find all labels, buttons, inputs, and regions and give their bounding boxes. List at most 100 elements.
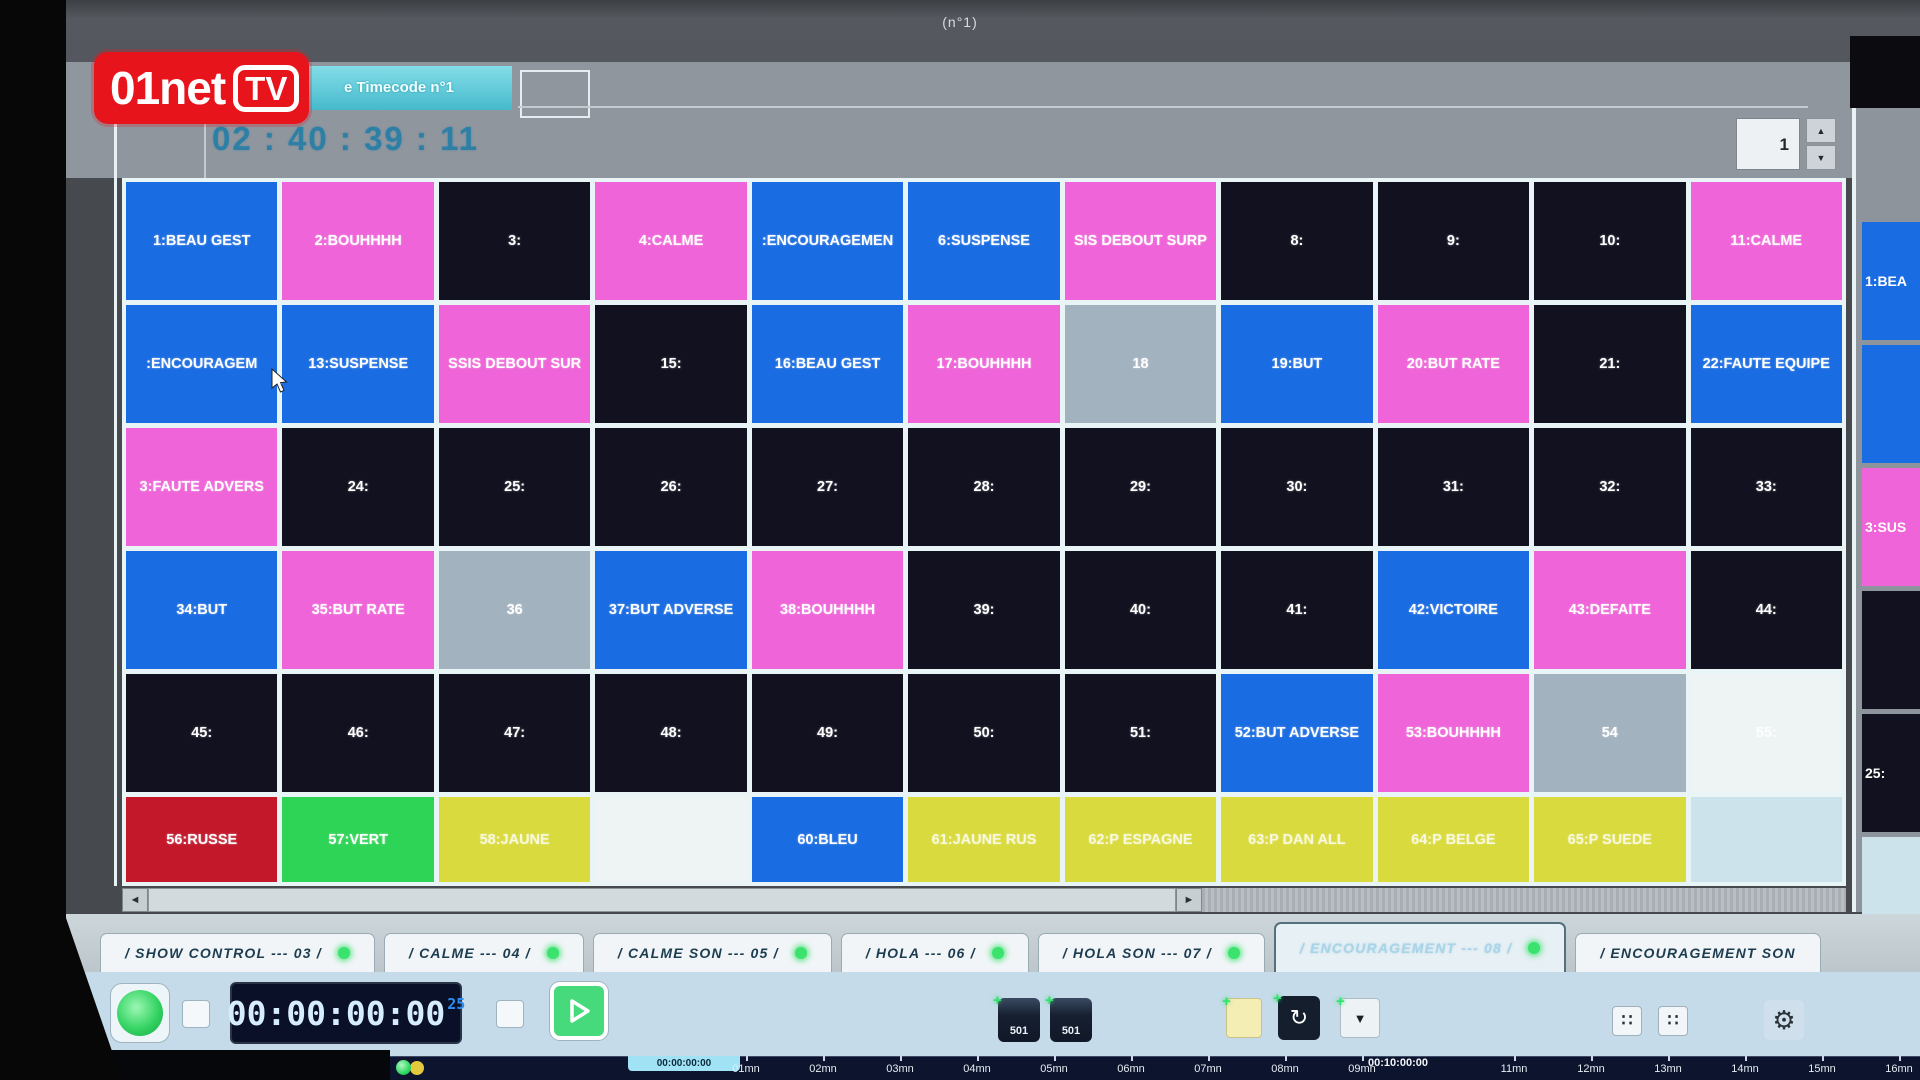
page-number-input[interactable]: 1	[1736, 118, 1800, 170]
grid-cell-r5-c11[interactable]: 55:	[1690, 674, 1842, 792]
grid-cell-r2-c8[interactable]: 19:BUT	[1221, 305, 1373, 423]
grid-cell-r4-c7[interactable]: 40:	[1064, 551, 1217, 669]
grid-cell-r6-c7[interactable]: 62:P ESPAGNE	[1064, 797, 1217, 882]
grid-cell-r2-c5[interactable]: 16:BEAU GEST	[751, 305, 904, 423]
grid-cell-r2-c10[interactable]: 21:	[1534, 305, 1686, 423]
scrollbar-left-button[interactable]: ◄	[122, 888, 148, 912]
grid-cell-r5-c3[interactable]: 47:	[438, 674, 591, 792]
page-tab-2[interactable]: / CALME --- 04 /	[383, 933, 584, 972]
side-panel-cell-5[interactable]: 25:	[1862, 714, 1920, 832]
grid-cell-r5-c8[interactable]: 52:BUT ADVERSE	[1221, 674, 1373, 792]
note-button[interactable]: +	[1222, 993, 1262, 1038]
grid-cell-r6-c9[interactable]: 64:P BELGE	[1377, 797, 1530, 882]
grid-cell-r1-c8[interactable]: 8:	[1221, 182, 1373, 300]
grid-cell-r5-c1[interactable]: 45:	[126, 674, 278, 792]
page-tab-7[interactable]: / ENCOURAGEMENT SON	[1575, 933, 1821, 972]
grid-cell-r2-c1[interactable]: :ENCOURAGEM	[126, 305, 278, 423]
grid-cell-r1-c9[interactable]: 9:	[1377, 182, 1530, 300]
grid-cell-r4-c10[interactable]: 43:DEFAITE	[1534, 551, 1686, 669]
side-panel-cell-4[interactable]	[1862, 591, 1920, 709]
page-tab-5[interactable]: / HOLA SON --- 07 /	[1037, 933, 1265, 972]
timeline-position-marker[interactable]: 00:00:00:00	[628, 1056, 740, 1071]
grid-cell-r6-c4[interactable]	[595, 797, 747, 882]
grid-cell-r4-c11[interactable]: 44:	[1690, 551, 1842, 669]
transport-checkbox-left[interactable]	[182, 1000, 210, 1028]
grid-cell-r4-c8[interactable]: 41:	[1221, 551, 1373, 669]
grid-cell-r6-c1[interactable]: 56:RUSSE	[126, 797, 278, 882]
side-panel-cell-1[interactable]: 1:BEA	[1862, 222, 1920, 340]
pad-layout-button-1[interactable]: ∷	[1612, 1006, 1642, 1036]
grid-cell-r4-c9[interactable]: 42:VICTOIRE	[1377, 551, 1530, 669]
grid-cell-r6-c6[interactable]: 61:JAUNE RUS	[908, 797, 1060, 882]
grid-cell-r5-c5[interactable]: 49:	[751, 674, 904, 792]
page-tab-6[interactable]: / ENCOURAGEMENT --- 08 /	[1273, 922, 1567, 972]
grid-cell-r3-c6[interactable]: 28:	[908, 428, 1060, 546]
grid-cell-r5-c6[interactable]: 50:	[908, 674, 1060, 792]
grid-cell-r4-c1[interactable]: 34:BUT	[126, 551, 278, 669]
grid-cell-r3-c8[interactable]: 30:	[1221, 428, 1373, 546]
grid-cell-r1-c4[interactable]: 4:CALME	[595, 182, 747, 300]
grid-cell-r3-c4[interactable]: 26:	[595, 428, 747, 546]
side-panel-cell-3[interactable]: 3:SUS	[1862, 468, 1920, 586]
play-button[interactable]	[550, 982, 608, 1040]
grid-cell-r2-c11[interactable]: 22:FAUTE EQUIPE	[1690, 305, 1842, 423]
grid-cell-r2-c3[interactable]: SSIS DEBOUT SUR	[438, 305, 591, 423]
grid-cell-r4-c2[interactable]: 35:BUT RATE	[282, 551, 434, 669]
side-panel-cell-6[interactable]	[1862, 837, 1920, 917]
grid-cell-r5-c9[interactable]: 53:BOUHHHH	[1377, 674, 1530, 792]
side-panel-cell-2[interactable]	[1862, 345, 1920, 463]
grid-cell-r3-c1[interactable]: 3:FAUTE ADVERS	[126, 428, 278, 546]
variation-button[interactable]: + ▼	[1336, 993, 1380, 1038]
grid-cell-r4-c4[interactable]: 37:BUT ADVERSE	[595, 551, 747, 669]
grid-cell-r2-c4[interactable]: 15:	[595, 305, 747, 423]
grid-cell-r6-c2[interactable]: 57:VERT	[282, 797, 434, 882]
grid-horizontal-scrollbar: ◄ ►	[122, 888, 1846, 912]
settings-gear-button[interactable]: ⚙	[1764, 1000, 1804, 1040]
scrollbar-right-button[interactable]: ►	[1176, 888, 1202, 912]
pad-layout-button-2[interactable]: ∷	[1658, 1006, 1688, 1036]
grid-cell-r5-c2[interactable]: 46:	[282, 674, 434, 792]
grid-cell-r5-c4[interactable]: 48:	[595, 674, 747, 792]
grid-cell-r4-c3[interactable]: 36	[438, 551, 591, 669]
grid-cell-r1-c10[interactable]: 10:	[1534, 182, 1686, 300]
grid-cell-r4-c5[interactable]: 38:BOUHHHH	[751, 551, 904, 669]
tc-remove-button[interactable]: + 501	[1045, 992, 1092, 1042]
transport-checkbox-right[interactable]	[496, 1000, 524, 1028]
scrollbar-thumb[interactable]	[148, 888, 1176, 912]
grid-cell-r6-c8[interactable]: 63:P DAN ALL	[1221, 797, 1373, 882]
grid-cell-r3-c11[interactable]: 33:	[1690, 428, 1842, 546]
spinner-up-button[interactable]: ▲	[1806, 118, 1836, 143]
grid-cell-r1-c7[interactable]: SIS DEBOUT SURP	[1064, 182, 1217, 300]
tc-add-button[interactable]: + 501	[993, 992, 1040, 1042]
grid-cell-r3-c5[interactable]: 27:	[751, 428, 904, 546]
grid-cell-r1-c5[interactable]: :ENCOURAGEMEN	[751, 182, 904, 300]
page-tab-1[interactable]: / SHOW CONTROL --- 03 /	[100, 933, 375, 972]
grid-cell-r5-c10[interactable]: 54	[1534, 674, 1686, 792]
grid-cell-r1-c3[interactable]: 3:	[438, 182, 591, 300]
grid-cell-r3-c2[interactable]: 24:	[282, 428, 434, 546]
grid-cell-r6-c10[interactable]: 65:P SUEDE	[1534, 797, 1686, 882]
grid-cell-r1-c11[interactable]: 11:CALME	[1690, 182, 1842, 300]
page-tab-4[interactable]: / HOLA --- 06 /	[840, 933, 1029, 972]
grid-cell-r6-c3[interactable]: 58:JAUNE	[438, 797, 591, 882]
go-button[interactable]	[110, 983, 170, 1043]
grid-cell-r3-c7[interactable]: 29:	[1064, 428, 1217, 546]
grid-cell-r3-c9[interactable]: 31:	[1377, 428, 1530, 546]
grid-cell-r5-c7[interactable]: 51:	[1064, 674, 1217, 792]
grid-cell-r3-c3[interactable]: 25:	[438, 428, 591, 546]
timeline-track[interactable]	[388, 1056, 1920, 1080]
grid-cell-r6-c5[interactable]: 60:BLEU	[751, 797, 904, 882]
grid-cell-r1-c6[interactable]: 6:SUSPENSE	[908, 182, 1060, 300]
grid-cell-r1-c1[interactable]: 1:BEAU GEST	[126, 182, 278, 300]
grid-cell-r2-c6[interactable]: 17:BOUHHHH	[908, 305, 1060, 423]
grid-cell-r2-c7[interactable]: 18	[1064, 305, 1217, 423]
grid-cell-r2-c2[interactable]: 13:SUSPENSE	[282, 305, 434, 423]
page-tab-3[interactable]: / CALME SON --- 05 /	[592, 933, 832, 972]
loop-button[interactable]: + ↻	[1273, 990, 1320, 1040]
grid-cell-r2-c9[interactable]: 20:BUT RATE	[1377, 305, 1530, 423]
grid-cell-r3-c10[interactable]: 32:	[1534, 428, 1686, 546]
grid-cell-r1-c2[interactable]: 2:BOUHHHH	[282, 182, 434, 300]
grid-cell-r4-c6[interactable]: 39:	[908, 551, 1060, 669]
spinner-down-button[interactable]: ▼	[1806, 145, 1836, 170]
grid-cell-r6-c11[interactable]	[1690, 797, 1842, 882]
